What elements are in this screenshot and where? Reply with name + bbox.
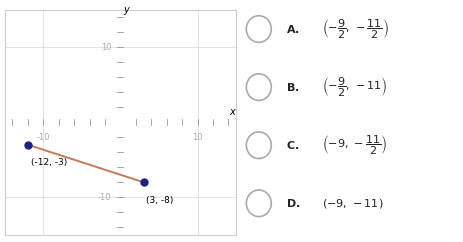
Text: -10: -10 [37, 133, 50, 143]
Text: $\mathbf{A.}$: $\mathbf{A.}$ [286, 23, 300, 35]
Text: $\left(-9,\,-\dfrac{11}{2}\right)$: $\left(-9,\,-\dfrac{11}{2}\right)$ [322, 134, 388, 157]
Text: -10: -10 [98, 193, 111, 202]
Text: 10: 10 [192, 133, 203, 143]
Text: $\left(-\dfrac{9}{2},\,-11\right)$: $\left(-\dfrac{9}{2},\,-11\right)$ [322, 76, 388, 99]
Text: (-12, -3): (-12, -3) [31, 158, 67, 167]
Text: 10: 10 [100, 43, 111, 52]
Text: $\mathbf{D.}$: $\mathbf{D.}$ [286, 197, 300, 209]
Text: y: y [123, 5, 129, 15]
Text: (3, -8): (3, -8) [146, 196, 173, 205]
Text: $\mathbf{C.}$: $\mathbf{C.}$ [286, 139, 300, 151]
Text: $\left(-\dfrac{9}{2},\,-\dfrac{11}{2}\right)$: $\left(-\dfrac{9}{2},\,-\dfrac{11}{2}\ri… [322, 17, 389, 41]
Text: $(-9,\,-11)$: $(-9,\,-11)$ [322, 197, 384, 210]
Text: $\mathbf{B.}$: $\mathbf{B.}$ [286, 81, 300, 93]
Text: x: x [229, 107, 235, 117]
